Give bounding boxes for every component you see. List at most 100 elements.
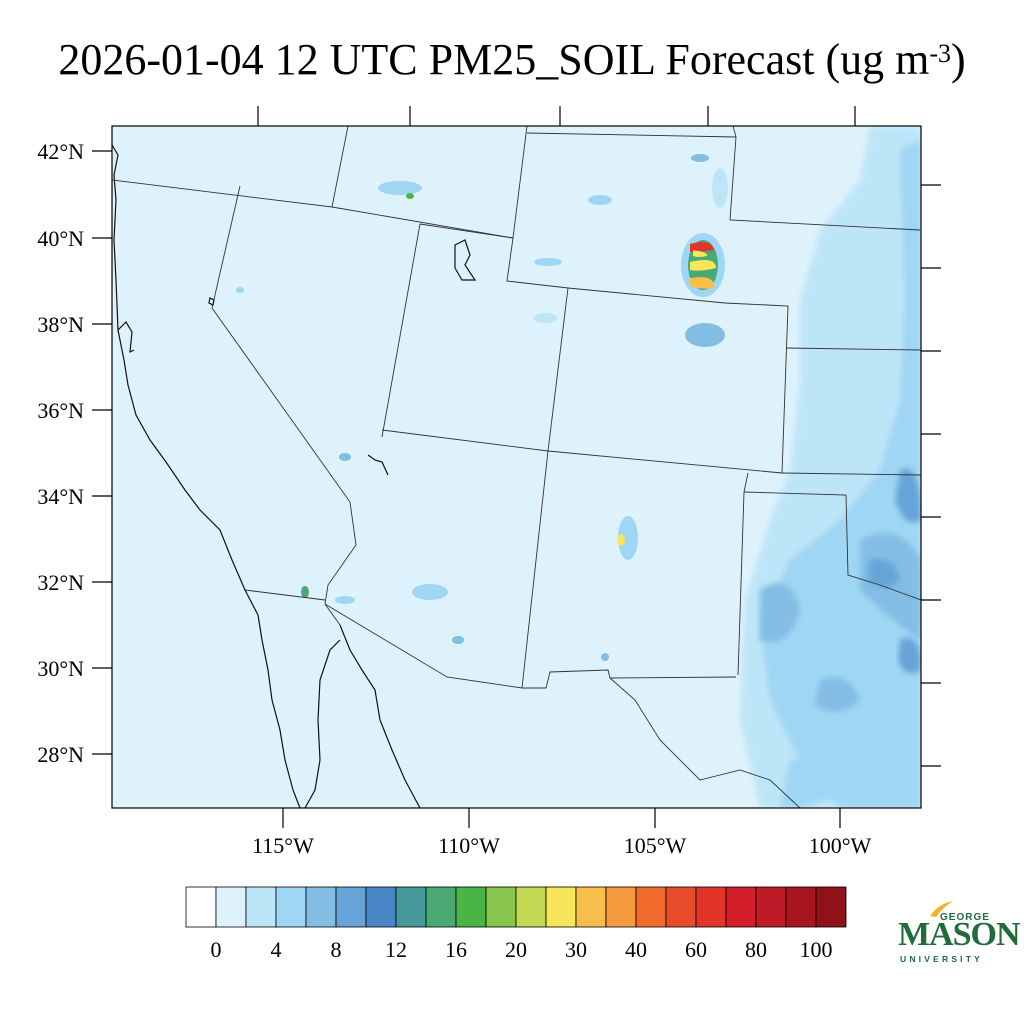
border-wy-co [547, 287, 569, 452]
colorbar-swatch [215, 886, 247, 928]
lon-label: 100°W [809, 833, 872, 858]
spot-nm-core [617, 534, 625, 546]
border-ks-ok [785, 347, 921, 351]
colorbar-swatch [785, 886, 817, 928]
border-nv-or [211, 185, 351, 503]
map-title: 2026-01-04 12 UTC PM25_SOIL Forecast (ug… [58, 35, 966, 84]
colorbar-swatch [365, 886, 397, 928]
spot-texas [601, 653, 609, 661]
texas-field-blob-5 [898, 638, 921, 674]
border-az-mexico [324, 603, 523, 689]
lon-label: 105°W [624, 833, 687, 858]
border-baja-sonora [324, 603, 341, 626]
colorbar-label: 80 [745, 937, 767, 962]
border-co-ks [724, 302, 789, 474]
gmu-logo: GEORGE MASON UNIVERSITY [898, 900, 1021, 968]
colorbar-swatch [275, 886, 307, 928]
gulf-of-california-east [339, 624, 421, 808]
pacific-coast [112, 144, 301, 808]
plains-field-medium [760, 140, 921, 808]
colorbar-label: 0 [211, 937, 222, 962]
lat-label: 30°N [37, 656, 84, 681]
spot-montana-core [406, 193, 414, 199]
lat-label: 42°N [37, 139, 84, 164]
lat-label: 28°N [37, 742, 84, 767]
hotspot-nebraska [681, 233, 725, 297]
spot-wyoming-3 [534, 258, 562, 266]
colorbar-label: 16 [445, 937, 467, 962]
colorbar-label: 4 [271, 937, 282, 962]
lake-mead [367, 454, 389, 476]
colorbar-swatch [725, 886, 757, 928]
colorbar-swatch [425, 886, 457, 928]
colorbar-label: 60 [685, 937, 707, 962]
lon-label: 110°W [438, 833, 500, 858]
great-salt-lake [454, 239, 477, 281]
spot-nevada [339, 453, 351, 461]
colorbar-swatch [605, 886, 637, 928]
colorbar-swatch [485, 886, 517, 928]
map-frame [111, 125, 922, 809]
spot-sonora-2 [335, 596, 355, 604]
colorbar-swatch [455, 886, 487, 928]
spot-colorado [685, 323, 725, 347]
border-tx-ok-red [743, 491, 921, 601]
lat-label: 34°N [37, 484, 84, 509]
gulf-of-california-west [304, 639, 341, 808]
lon-label: 115°W [252, 833, 314, 858]
colorbar-swatch [305, 886, 337, 928]
colorbar-swatch [755, 886, 787, 928]
texas-field-blob-7 [780, 758, 860, 808]
colorbar-swatch [575, 886, 607, 928]
colorbar-swatch [395, 886, 427, 928]
latitude-labels: 42°N 40°N 38°N 36°N 34°N 32°N 30°N 28°N [37, 139, 84, 767]
colorbar-swatch [245, 886, 277, 928]
colorbar-swatch [635, 886, 667, 928]
colorbar-swatch [545, 886, 577, 928]
border-four-corners [381, 429, 783, 474]
border-wy-sd-ne [729, 136, 921, 231]
lat-label: 38°N [37, 312, 84, 337]
colorbar-labels: 0 4 8 12 16 20 30 40 60 80 100 [211, 937, 833, 962]
texas-field-blob-4 [868, 559, 900, 588]
left-ticks [92, 150, 112, 755]
spot-nm [618, 516, 638, 560]
colorbar-swatch [185, 886, 217, 928]
state-boundaries [112, 126, 921, 808]
colorbar-swatch [665, 886, 697, 928]
lat-label: 40°N [37, 226, 84, 251]
right-ticks [921, 184, 941, 767]
colorbar-label: 40 [625, 937, 647, 962]
colorbar-swatch [335, 886, 367, 928]
bottom-ticks [282, 808, 841, 828]
colorbar-swatch [815, 886, 847, 928]
spot-idaho [236, 287, 244, 293]
border-ca-mexico [244, 589, 326, 601]
spot-sandhills [712, 168, 728, 208]
colorbar-swatch [515, 886, 547, 928]
spot-wyoming-2 [691, 154, 709, 162]
coastlines [112, 144, 477, 808]
lat-label: 36°N [37, 398, 84, 423]
spot-sonora [301, 586, 309, 598]
colorbar-label: 12 [385, 937, 407, 962]
colorbar-label: 8 [331, 937, 342, 962]
colorbar-label: 100 [800, 937, 833, 962]
top-ticks [257, 106, 856, 126]
colorbar-label: 30 [565, 937, 587, 962]
texas-field-blob-6 [815, 677, 860, 712]
border-ca-az [324, 501, 357, 605]
lat-label: 32°N [37, 570, 84, 595]
border-ut-west [381, 223, 421, 438]
tahoe [208, 297, 215, 306]
logo-bottom-text: UNIVERSITY [900, 954, 984, 964]
texas-field-blob-2 [760, 583, 800, 642]
border-ut-north [419, 223, 726, 304]
logo-main-text: MASON [898, 916, 1021, 953]
spot-colorado-2 [533, 313, 557, 323]
spot-montana [378, 181, 422, 195]
spot-arizona-2 [452, 636, 464, 644]
colorbar-swatch [695, 886, 727, 928]
sf-bay [117, 321, 135, 354]
